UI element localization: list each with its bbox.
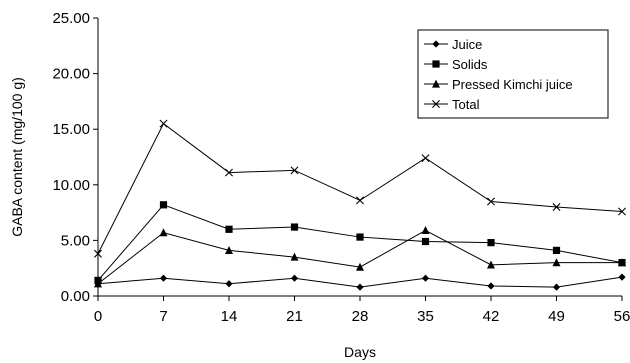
series-x: [94, 119, 626, 258]
legend-entry: Pressed Kimchi juice: [424, 77, 573, 92]
legend-entry: Juice: [424, 37, 482, 52]
legend-marker: [432, 100, 440, 108]
data-point: [487, 197, 495, 206]
y-ticks: 0.00 5.00 10.00 15.00 20.00 25.00: [52, 10, 98, 305]
x-tick-label: 35: [417, 308, 434, 325]
data-point: [94, 249, 102, 258]
legend-label: Pressed Kimchi juice: [452, 77, 573, 92]
x-tick-label: 21: [286, 308, 303, 325]
data-point: [487, 282, 495, 290]
data-point: [290, 166, 299, 175]
x-tick-label: 49: [548, 308, 565, 325]
y-tick-label: 20.00: [52, 66, 90, 83]
data-point: [225, 246, 233, 255]
data-point: [225, 168, 233, 177]
legend-marker: [432, 60, 440, 68]
legend-box: [417, 29, 609, 119]
legend-label: Total: [452, 97, 480, 112]
series-diamond: [94, 273, 626, 291]
x-tick-label: 0: [94, 308, 102, 325]
x-tick-label: 28: [352, 308, 369, 325]
series-square: [94, 201, 626, 285]
legend-entry: Solids: [424, 57, 488, 72]
x-tick-label: 56: [614, 308, 630, 325]
data-point: [159, 274, 168, 282]
data-point: [618, 207, 626, 216]
x-ticks: 0 7 14 21 28 35 42 49 56: [94, 296, 630, 325]
data-point: [356, 233, 364, 241]
data-point: [421, 154, 430, 163]
data-point: [225, 225, 233, 233]
x-tick-label: 42: [483, 308, 500, 325]
plot-area: 0.00 5.00 10.00 15.00 20.00 25.00 0 7 14 21 28 35 4…: [52, 10, 630, 325]
data-point: [552, 203, 561, 212]
data-point: [421, 237, 430, 246]
series-triangle: [94, 225, 626, 288]
data-point: [421, 225, 430, 234]
y-tick-label: 0.00: [61, 288, 90, 305]
legend: Juice Solids Pressed Kimchi juice Total: [417, 29, 609, 119]
data-point: [421, 274, 430, 282]
data-point: [94, 279, 102, 288]
x-tick-label: 7: [159, 308, 167, 325]
data-point: [552, 246, 561, 255]
y-tick-label: 25.00: [52, 10, 90, 27]
y-tick-label: 5.00: [61, 232, 90, 249]
data-point: [356, 262, 364, 271]
data-point: [159, 119, 168, 128]
data-point: [159, 228, 168, 237]
y-tick-label: 10.00: [52, 177, 90, 194]
y-axis-title: GABA content (mg/100 g): [9, 77, 25, 237]
data-point: [290, 223, 299, 231]
data-point: [356, 283, 364, 291]
legend-label: Juice: [452, 37, 482, 52]
data-point: [356, 196, 364, 205]
data-point: [618, 273, 626, 281]
y-tick-label: 15.00: [52, 121, 90, 138]
x-axis-title: Days: [344, 344, 376, 360]
data-point: [618, 258, 626, 267]
data-point: [225, 280, 233, 288]
data-point: [159, 201, 168, 209]
series-layer: [94, 119, 626, 291]
data-point: [290, 252, 299, 261]
data-point: [290, 274, 299, 282]
data-point: [552, 283, 561, 291]
data-point: [552, 258, 561, 267]
data-point: [487, 239, 495, 247]
legend-label: Solids: [452, 57, 488, 72]
legend-marker: [432, 79, 440, 88]
data-point: [487, 260, 495, 269]
x-tick-label: 14: [221, 308, 238, 325]
legend-marker: [432, 40, 440, 48]
legend-entry: Total: [424, 97, 480, 112]
